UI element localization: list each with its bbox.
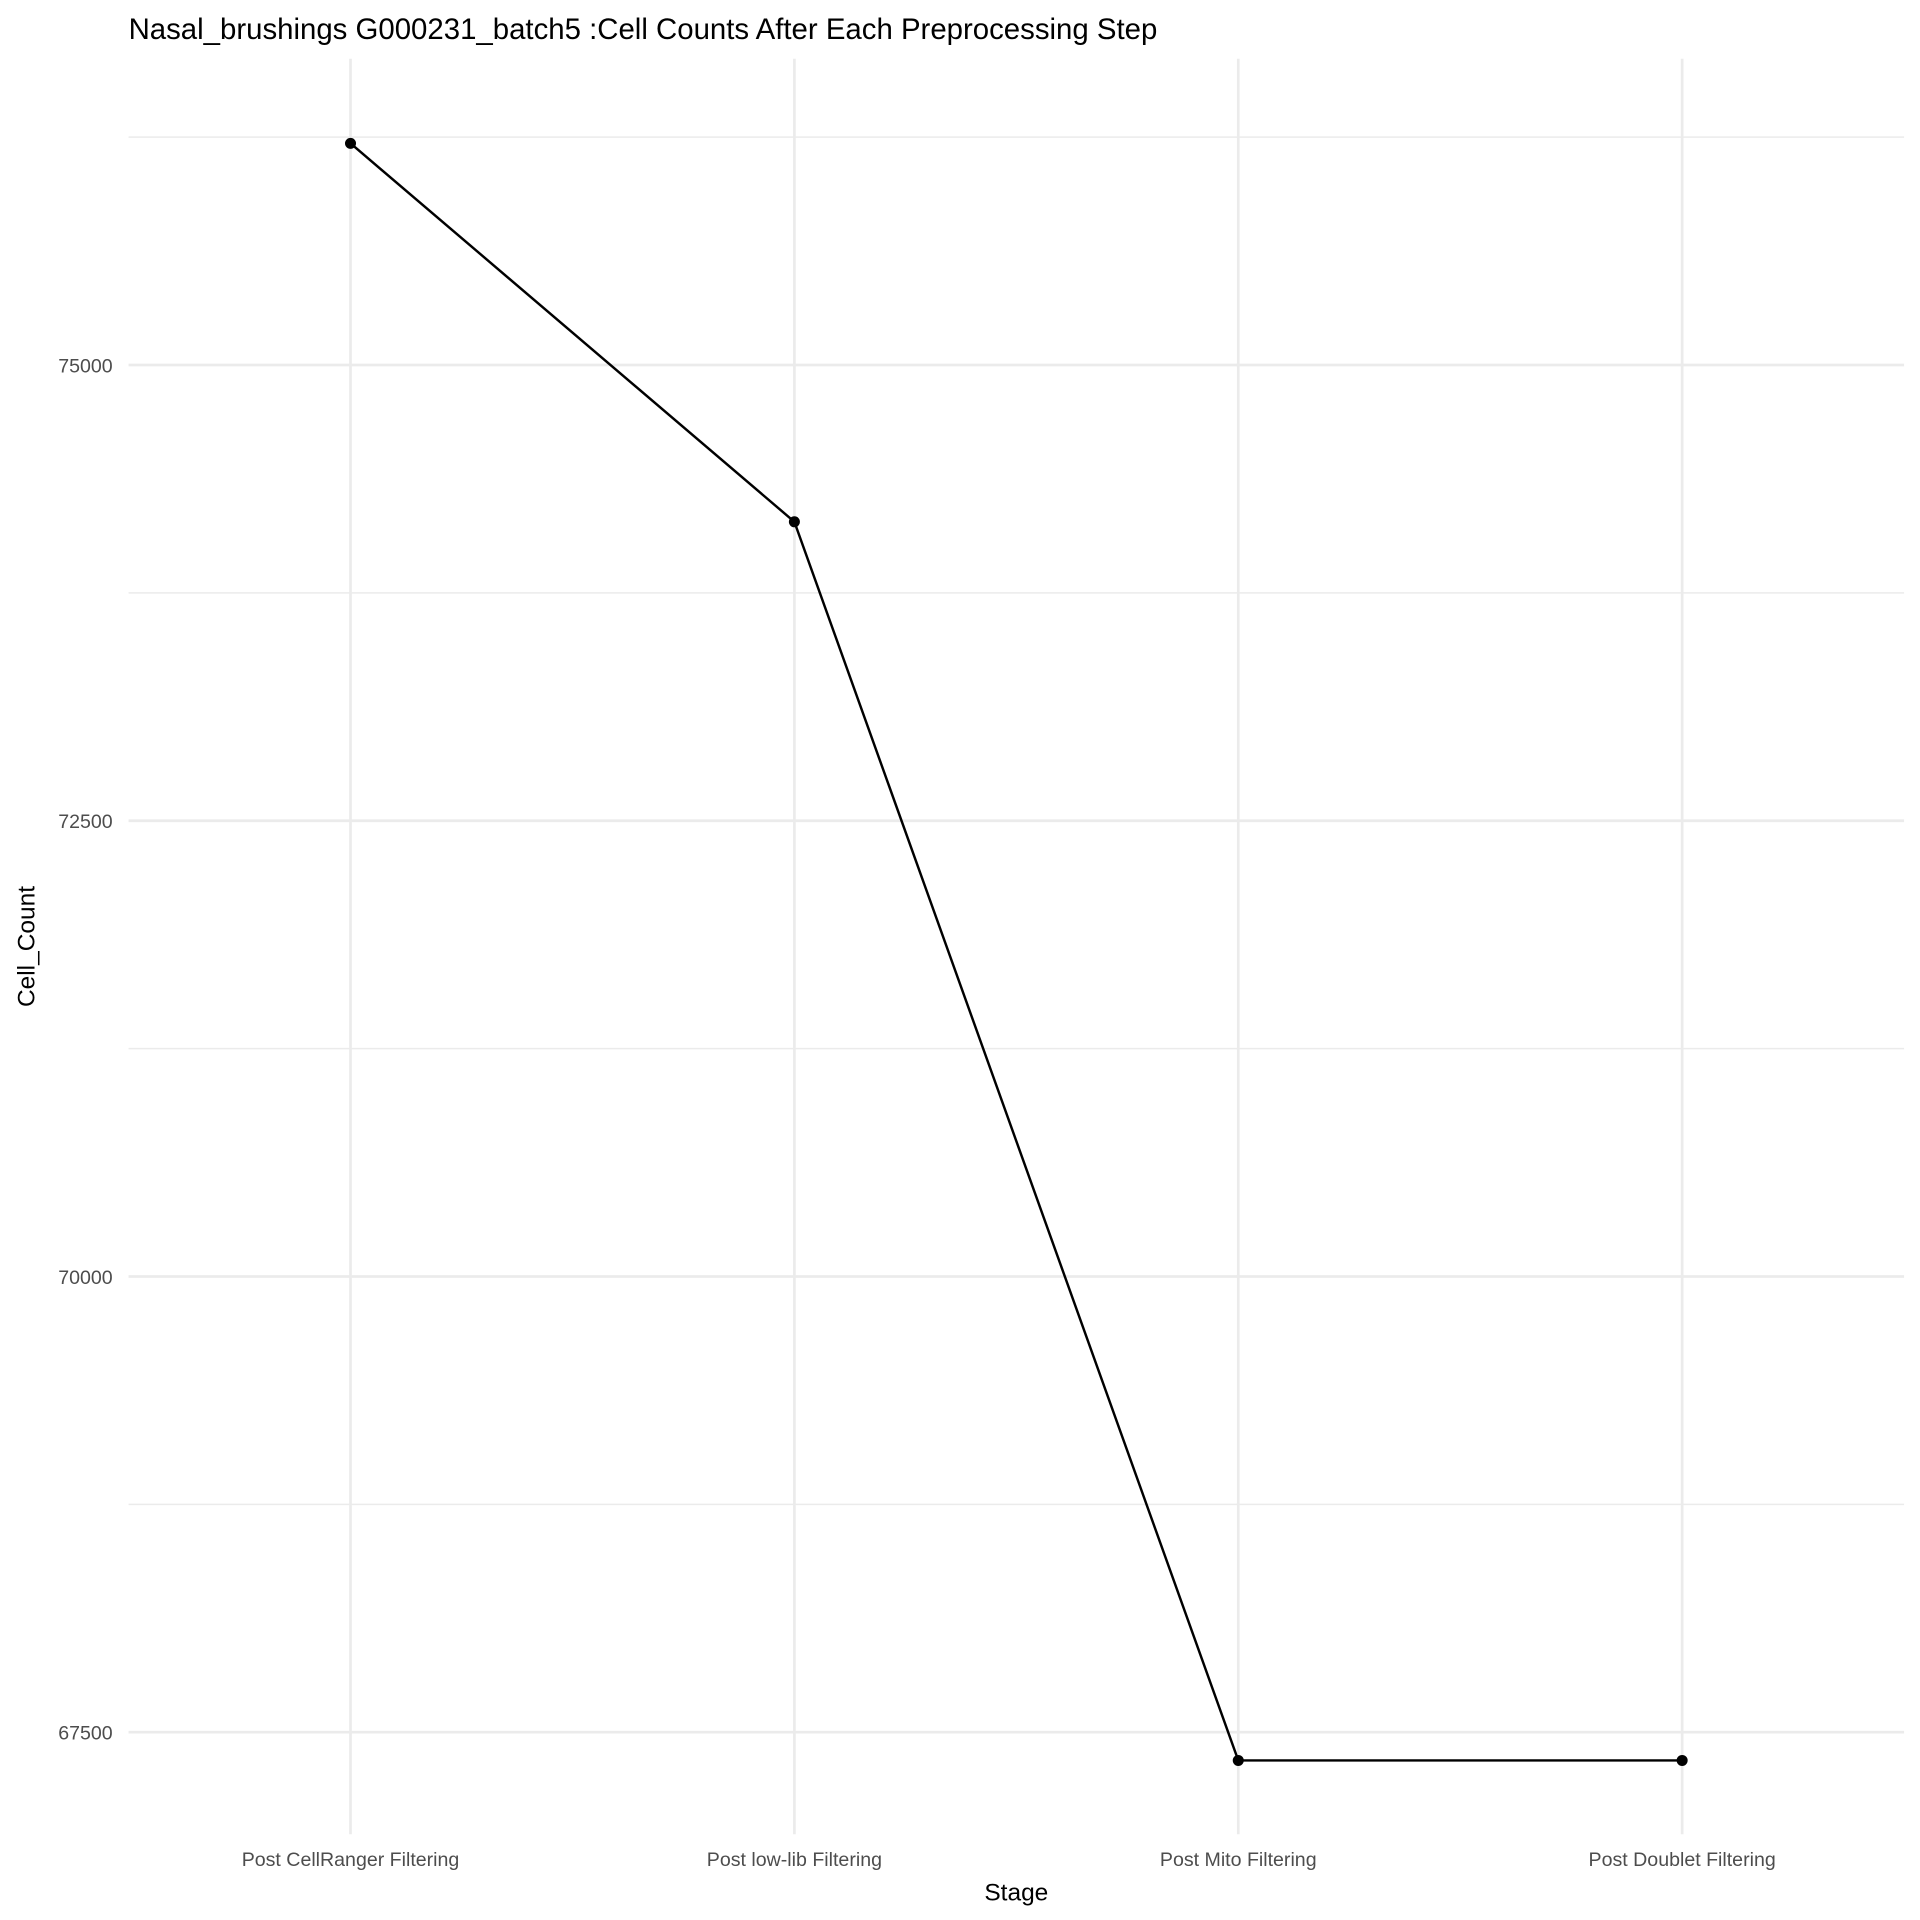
chart-title: Nasal_brushings G000231_batch5 :Cell Cou… [129, 13, 1158, 46]
x-tick-label: Post Mito Filtering [1160, 1849, 1317, 1871]
data-point [1676, 1754, 1688, 1766]
y-tick-label: 75000 [58, 355, 113, 377]
series-line [349, 142, 1683, 1762]
data-point [788, 516, 800, 528]
data-point [345, 137, 357, 149]
x-tick-label: Post Doublet Filtering [1589, 1849, 1776, 1871]
y-tick-label: 70000 [58, 1267, 113, 1289]
x-tick-label: Post low-lib Filtering [707, 1849, 882, 1871]
y-axis-label: Cell_Count [13, 886, 40, 1007]
y-tick-label: 72500 [58, 811, 113, 833]
data-point [1232, 1754, 1244, 1766]
x-axis-label: Stage [984, 1879, 1048, 1906]
y-tick-label: 67500 [58, 1723, 113, 1745]
x-tick-label: Post CellRanger Filtering [242, 1849, 460, 1871]
